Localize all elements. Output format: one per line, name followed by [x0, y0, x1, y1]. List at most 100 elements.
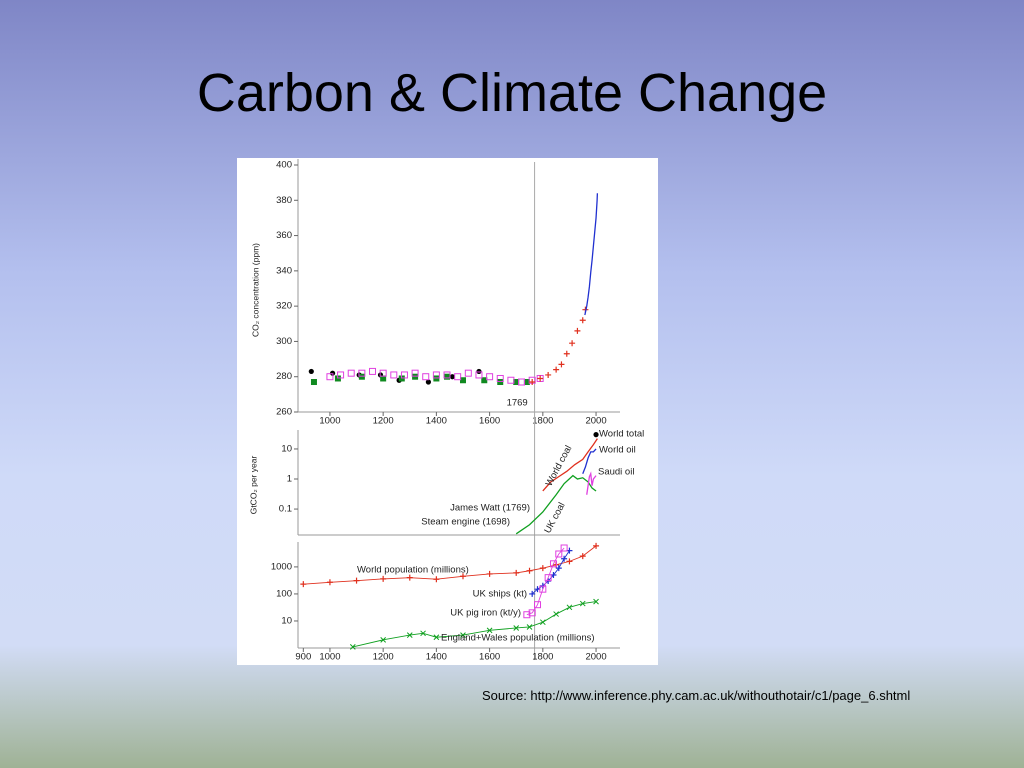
point — [513, 569, 520, 576]
series-line — [584, 193, 599, 316]
series-line — [582, 448, 597, 474]
point — [486, 570, 493, 577]
point — [513, 625, 520, 631]
point — [544, 574, 552, 582]
series-line — [542, 438, 598, 492]
point — [555, 565, 562, 572]
point — [326, 579, 333, 586]
point — [486, 627, 493, 634]
point — [379, 369, 387, 377]
point — [518, 378, 526, 386]
point — [380, 375, 387, 382]
point — [579, 317, 586, 324]
annotation: UK ships (kt) — [473, 589, 527, 600]
point — [358, 369, 366, 377]
point — [561, 555, 568, 562]
point — [534, 601, 542, 609]
y-axis-label: CO₂ concentration (ppm) — [250, 243, 260, 337]
point — [537, 375, 544, 382]
point — [326, 373, 334, 381]
point — [460, 632, 466, 638]
x-tick-label: 1800 — [532, 652, 553, 663]
point — [523, 611, 531, 619]
point — [432, 371, 440, 379]
point — [529, 590, 536, 597]
x-tick-label: 1400 — [426, 652, 447, 663]
point — [444, 373, 451, 380]
point — [593, 598, 599, 605]
point — [486, 373, 494, 381]
point — [539, 619, 546, 626]
x-tick-label: 900 — [295, 652, 311, 663]
y-tick-label: 10 — [281, 443, 292, 454]
x-tick-label: 2000 — [585, 652, 606, 663]
x-tick-label: 2000 — [585, 416, 606, 427]
y-tick-label: 1000 — [271, 561, 292, 572]
point — [412, 373, 419, 380]
point — [433, 576, 440, 583]
point — [459, 573, 466, 580]
point — [555, 550, 563, 558]
y-tick-label: 360 — [276, 230, 292, 241]
point — [476, 368, 482, 375]
point — [528, 609, 536, 617]
annotation: World total — [599, 429, 644, 440]
x-tick-label: 1000 — [319, 416, 340, 427]
annotation: Saudi oil — [598, 467, 634, 478]
point — [513, 379, 520, 386]
point — [593, 542, 600, 549]
point — [380, 637, 387, 643]
point — [496, 374, 504, 382]
point — [566, 604, 573, 611]
point — [406, 632, 413, 638]
point — [449, 374, 455, 380]
point — [398, 375, 405, 382]
point — [380, 575, 387, 582]
point — [539, 585, 547, 593]
point — [310, 379, 317, 386]
point — [553, 611, 559, 617]
point — [422, 373, 430, 381]
point — [406, 574, 413, 581]
annotation: James Watt (1769) — [450, 503, 530, 514]
y-tick-label: 400 — [276, 160, 292, 171]
point — [526, 624, 533, 630]
y-tick-label: 260 — [276, 407, 292, 418]
point — [523, 379, 530, 386]
point — [425, 379, 431, 385]
annotation: England+Wales population (millions) — [441, 633, 595, 644]
point — [569, 340, 576, 347]
y-tick-label: 280 — [276, 371, 292, 382]
y-tick-label: 1 — [287, 474, 292, 485]
point — [433, 634, 440, 641]
point — [560, 544, 568, 552]
slide-title: Carbon & Climate Change — [196, 63, 828, 123]
point — [553, 366, 560, 373]
x-tick-label: 1400 — [426, 416, 447, 427]
point — [579, 600, 586, 607]
point — [329, 370, 336, 376]
y-tick-label: 10 — [281, 615, 292, 626]
point — [497, 379, 504, 386]
point — [347, 369, 355, 377]
annotation: Steam engine (1698) — [421, 517, 510, 528]
series-line — [586, 471, 597, 495]
point — [574, 327, 581, 334]
point — [507, 376, 515, 384]
point — [593, 432, 599, 438]
point — [308, 368, 314, 375]
series-line — [526, 547, 565, 616]
point — [529, 379, 536, 386]
point — [563, 350, 570, 357]
point — [300, 581, 307, 588]
y-tick-label: 300 — [276, 336, 292, 347]
point — [411, 369, 419, 377]
x-tick-label: 1200 — [373, 652, 394, 663]
point — [334, 375, 341, 382]
y-tick-label: 380 — [276, 195, 292, 206]
point — [549, 560, 557, 568]
point — [390, 371, 398, 379]
annotation: World oil — [599, 445, 636, 456]
